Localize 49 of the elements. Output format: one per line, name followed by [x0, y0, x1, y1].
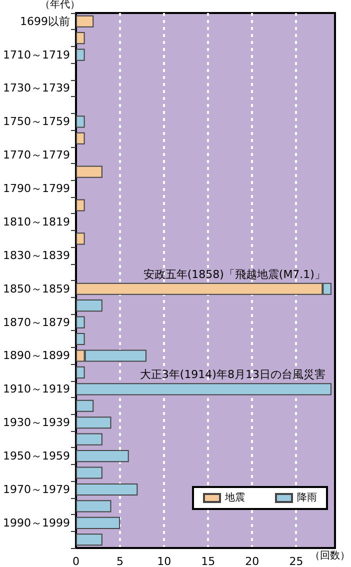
bar: [76, 166, 102, 178]
bar: [76, 32, 85, 44]
y-tick-label: 1699以前: [20, 14, 70, 28]
y-tick-label: 1970～1979: [2, 482, 70, 496]
bar: [76, 466, 102, 479]
bar: [76, 483, 138, 496]
y-tick-label: 1930～1939: [2, 416, 70, 430]
bar: [76, 534, 102, 546]
annotation: 大正3年(1914)年8月13日の台風災害: [140, 368, 326, 382]
y-tick-label: 1910～1919: [2, 382, 70, 396]
bar: [76, 516, 120, 529]
y-tick-label: 1830～1839: [2, 248, 70, 262]
x-tick-label: 5: [116, 555, 124, 567]
bar: [76, 48, 85, 61]
x-tick-label: 10: [157, 555, 172, 567]
annotation: 安政五年(1858)「飛越地震(M7.1)」: [143, 268, 326, 281]
y-tick-label: 1790～1799: [2, 182, 70, 196]
bar: [76, 199, 85, 212]
y-tick-label: 1870～1879: [2, 316, 70, 329]
x-tick-label: 15: [201, 555, 216, 567]
bar: [76, 116, 85, 128]
bar: [76, 366, 85, 378]
bar: [76, 332, 85, 346]
bar: [76, 400, 94, 412]
y-tick-label: 1950～1959: [2, 450, 70, 463]
bar: [76, 383, 332, 396]
y-tick-label: 1730～1739: [2, 82, 70, 95]
bar: [76, 316, 85, 328]
bar: [76, 450, 129, 462]
y-tick-label: 1890～1899: [2, 349, 70, 362]
legend-label: 地震: [224, 492, 245, 504]
bar: [76, 132, 85, 144]
y-tick-label: 1750～1759: [2, 115, 70, 128]
bar: [76, 15, 94, 28]
y-tick-label: 1810～1819: [2, 215, 70, 228]
y-tick-label: 1710～1719: [2, 48, 70, 62]
y-tick-label: 1990～1999: [2, 516, 70, 530]
x-tick-label: 20: [245, 555, 260, 567]
legend-label: 降雨: [297, 492, 317, 504]
bar: [76, 500, 112, 512]
bar: [76, 416, 112, 429]
y-tick-label: 1850～1859: [2, 282, 70, 296]
x-tick-label: 25: [289, 555, 304, 567]
x-tick-label: 0: [72, 555, 80, 567]
x-axis-title: （回数）: [310, 550, 350, 562]
bar: [76, 232, 85, 245]
bar: [76, 433, 102, 446]
y-tick-label: 1770～1779: [2, 148, 70, 162]
bar: [76, 300, 102, 312]
